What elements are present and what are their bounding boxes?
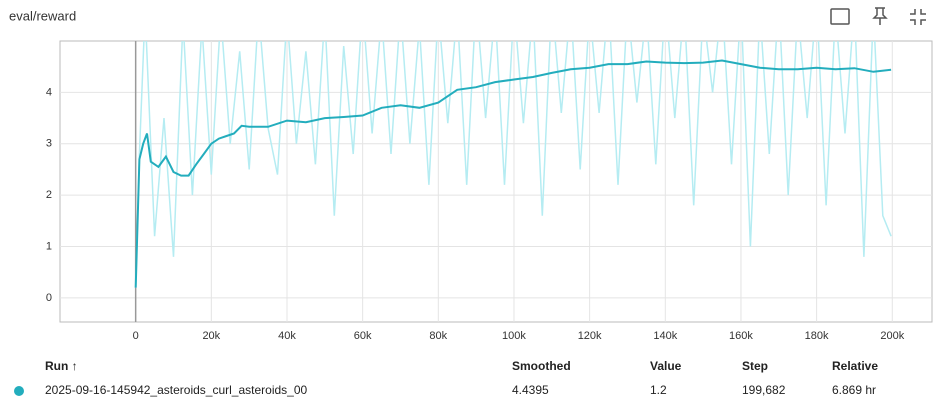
table-header: Relative — [832, 359, 878, 373]
table-header: Run ↑ — [45, 359, 78, 373]
x-tick-label: 180k — [805, 330, 829, 342]
x-tick-label: 0 — [133, 330, 139, 342]
chart-title: eval/reward — [9, 8, 76, 23]
x-tick-label: 100k — [502, 330, 526, 342]
table-header: Value — [650, 359, 682, 373]
table-cell: 6.869 hr — [832, 383, 876, 397]
y-tick-label: 0 — [46, 292, 52, 304]
x-tick-label: 200k — [880, 330, 904, 342]
x-tick-label: 160k — [729, 330, 753, 342]
x-tick-label: 120k — [578, 330, 602, 342]
run-color[interactable] — [14, 386, 24, 396]
table-cell: 199,682 — [742, 383, 786, 397]
toolbar[interactable] — [830, 7, 926, 25]
table-cell: 1.2 — [650, 383, 667, 397]
pin-icon[interactable] — [872, 7, 888, 25]
plot-frame — [59, 40, 933, 323]
x-tick-label: 20k — [202, 330, 220, 342]
run-table: Run ↑ Smoothed Value Step Relative 2025-09-16… — [45, 359, 878, 397]
series-line — [134, 59, 892, 288]
y-tick-label: 4 — [46, 86, 52, 98]
plot-lines — [134, 41, 892, 288]
x-tick-label: 140k — [653, 330, 677, 342]
collapse-icon[interactable] — [910, 9, 926, 25]
table-cell: 4.4395 — [512, 383, 549, 397]
table-header: Smoothed — [512, 359, 571, 373]
y-tick-label: 2 — [46, 189, 52, 201]
x-tick-label: 80k — [429, 330, 447, 342]
table-cell: 2025-09-16-145942_asteroids_curl_asteroi… — [45, 383, 308, 397]
table-header: Step — [742, 359, 768, 373]
x-tick-label: 40k — [278, 330, 296, 342]
y-tick-label: 1 — [46, 240, 52, 252]
series-line — [134, 41, 892, 288]
y-tick-label: 3 — [46, 138, 52, 150]
x-tick-label: 60k — [354, 330, 372, 342]
fit-icon[interactable] — [830, 8, 850, 25]
